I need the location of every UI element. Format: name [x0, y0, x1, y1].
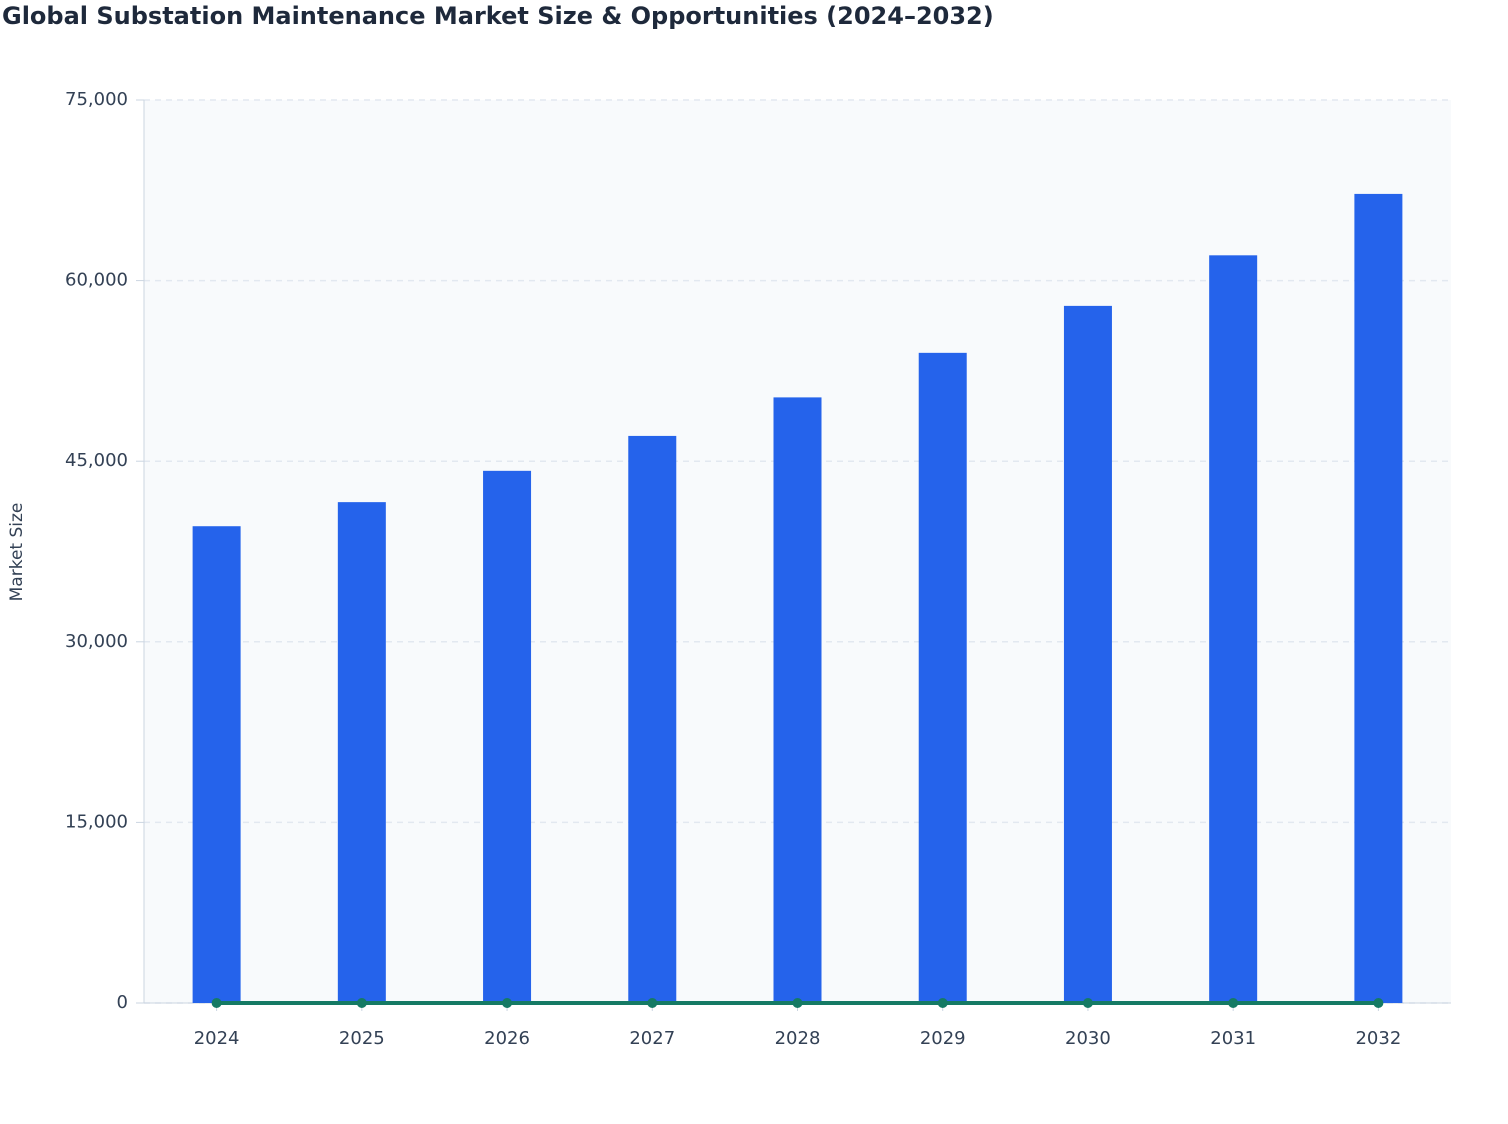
bar [918, 352, 967, 1004]
y-tick-label: 75,000 [65, 89, 128, 110]
line-point [1228, 998, 1239, 1008]
y-tick-label: 45,000 [65, 450, 128, 471]
bar [1063, 305, 1112, 1003]
line-point [1082, 998, 1093, 1008]
bar [1354, 193, 1403, 1004]
x-tick-label: 2031 [1210, 1028, 1256, 1049]
line-point [647, 998, 658, 1008]
line-point [1373, 998, 1384, 1008]
x-tick-label: 2029 [920, 1028, 966, 1049]
bar [628, 435, 677, 1003]
line-point [356, 998, 367, 1008]
bar [337, 502, 386, 1003]
x-tick-label: 2032 [1355, 1028, 1401, 1049]
chart-title: Global Substation Maintenance Market Siz… [2, 2, 994, 30]
y-axis-label: Market Size [7, 503, 27, 602]
bar [773, 397, 822, 1003]
y-tick-label: 30,000 [65, 631, 128, 652]
x-tick-label: 2025 [339, 1028, 385, 1049]
x-tick-label: 2024 [194, 1028, 240, 1049]
y-tick-label: 60,000 [65, 270, 128, 291]
bar [192, 526, 241, 1003]
y-tick-label: 15,000 [65, 811, 128, 832]
line-point [211, 998, 222, 1008]
line-point [937, 998, 948, 1008]
x-tick-label: 2027 [629, 1028, 675, 1049]
bar [1209, 255, 1258, 1004]
x-tick-label: 2030 [1065, 1028, 1111, 1049]
line-point [792, 998, 803, 1008]
x-tick-label: 2028 [775, 1028, 821, 1049]
line-point [502, 998, 513, 1008]
x-tick-label: 2026 [484, 1028, 530, 1049]
y-tick-label: 0 [117, 992, 128, 1013]
bar [483, 470, 532, 1003]
